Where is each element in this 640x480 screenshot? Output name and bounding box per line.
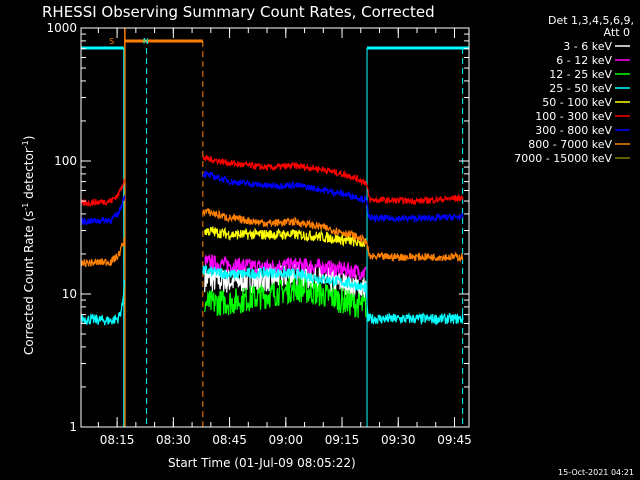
x-tick-label-6: 09:45 [437,433,472,447]
series-5-line-0 [80,178,125,208]
y-tick-label-0: 1 [69,420,77,434]
y-axis-label-sup-2: -1 [21,140,30,148]
series-7-line-1 [202,208,464,263]
series-6-line-0 [80,195,126,226]
legend-label-0: 3 - 6 keV [563,40,612,53]
y-axis-label-end: ) [22,136,36,141]
x-tick-label-2: 08:45 [212,433,247,447]
series-2-line-0 [204,277,367,319]
legend-label-6: 300 - 800 keV [535,124,612,137]
chart-title: RHESSI Observing Summary Count Rates, Co… [42,3,435,21]
y-tick-label-1: 10 [62,287,77,301]
y-tick-label-2: 100 [54,154,77,168]
legend-label-8: 7000 - 15000 keV [514,152,612,165]
plot-frame [80,27,470,428]
legend-label-1: 6 - 12 keV [556,54,612,67]
y-axis-label-mid: detector [22,148,36,203]
series-0-line-0 [204,262,367,301]
x-tick-label-4: 09:15 [325,433,360,447]
series-6-line-1 [202,169,464,223]
series-4-line-0 [204,225,367,248]
axes-layer: 1 10 100 1000 08:15 08:30 08:45 09:00 09:15 09:30… [46,21,471,447]
y-axis-label-main: Corrected Count Rate (s [22,211,36,355]
legend-header-2: Att 0 [604,26,630,39]
series-3-line-0 [80,280,126,326]
x-tick-label-5: 09:30 [381,433,416,447]
x-tick-label-1: 08:30 [156,433,191,447]
y-tick-label-3: 1000 [46,21,77,35]
annotation-1: N [143,37,149,46]
legend-label-2: 12 - 25 keV [549,68,612,81]
legend-header-1: Det 1,3,4,5,6,9, [548,14,634,27]
series-3-line-1 [202,263,464,327]
footer-timestamp: 15-Oct-2021 04:21 [558,468,634,477]
annotation-0: S [109,37,114,46]
y-axis-label: Corrected Count Rate (s-1 detector-1) [21,136,36,355]
legend-label-7: 800 - 7000 keV [528,138,612,151]
series-7-line-0 [80,237,126,268]
series-layer [80,154,464,327]
x-axis-label: Start Time (01-Jul-09 08:05:22) [168,456,356,470]
legend-label-5: 100 - 300 keV [535,110,612,123]
x-tick-label-0: 08:15 [100,433,135,447]
x-tick-label-3: 09:00 [268,433,303,447]
legend-label-4: 50 - 100 keV [542,96,612,109]
legend-label-3: 25 - 50 keV [549,82,612,95]
y-axis-label-sup-1: -1 [21,203,30,211]
series-5-line-1 [202,154,464,206]
